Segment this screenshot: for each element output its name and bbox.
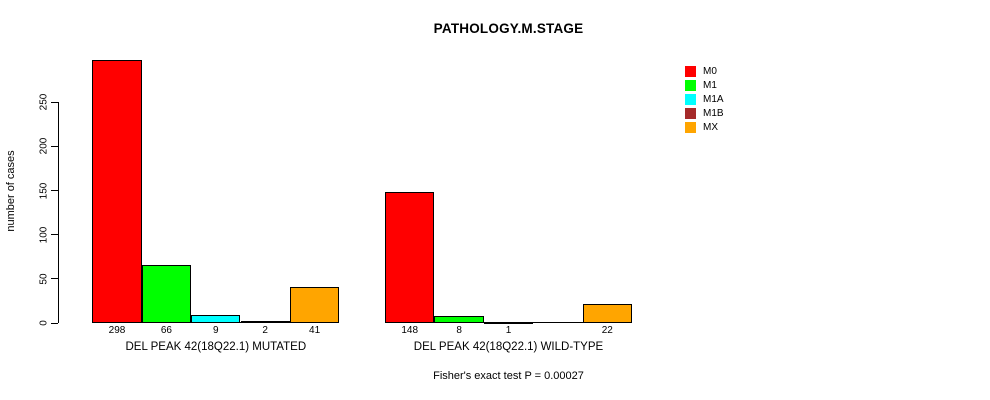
y-axis-line — [58, 102, 59, 323]
legend-swatch-icon — [685, 107, 696, 119]
bar-value-label: 66 — [160, 325, 172, 336]
legend-label: M1B — [703, 107, 724, 119]
bar-value-label: 41 — [309, 325, 321, 336]
legend-item-m1b: M1B — [685, 106, 724, 120]
legend-swatch-icon — [685, 65, 696, 77]
bar-m1a — [191, 315, 241, 323]
y-axis-label: number of cases — [5, 150, 17, 232]
bar-mx — [289, 286, 340, 323]
legend-label: MX — [703, 121, 718, 133]
legend-swatch-icon — [685, 93, 696, 105]
bar-m1 — [434, 315, 484, 323]
bar-m0 — [92, 59, 142, 323]
bar-value-label: 9 — [213, 325, 219, 336]
bar-value-label: 2 — [262, 325, 268, 336]
bar-value-label: 1 — [505, 325, 512, 336]
legend-label: M0 — [703, 65, 717, 77]
y-tick — [51, 190, 58, 192]
bar-value-label: 148 — [401, 325, 419, 336]
bar-value-label: 298 — [108, 325, 126, 336]
y-tick — [51, 278, 58, 280]
chart-title: PATHOLOGY.M.STAGE — [433, 21, 584, 36]
y-tick-label: 200 — [38, 138, 50, 155]
legend-swatch-icon — [685, 121, 696, 133]
y-tick — [51, 101, 58, 103]
legend-label: M1A — [703, 93, 724, 105]
bar-value-label: 22 — [601, 325, 613, 336]
y-tick-label: 150 — [38, 182, 50, 199]
legend-item-m1: M1 — [685, 78, 717, 92]
y-tick — [51, 322, 58, 324]
y-tick-label: 250 — [38, 93, 50, 111]
bar-value-label: 8 — [456, 325, 462, 336]
legend-item-m1a: M1A — [685, 92, 724, 106]
footer-annotation: Fisher's exact test P = 0.00027 — [433, 370, 584, 382]
legend-label: M1 — [703, 79, 717, 91]
bar-m1 — [141, 264, 192, 323]
y-tick-label: 100 — [38, 226, 50, 244]
bar-m1a — [483, 322, 534, 325]
y-tick-label: 0 — [38, 320, 50, 326]
y-tick — [51, 145, 58, 147]
bar-m0 — [385, 192, 435, 323]
y-tick-label: 50 — [38, 273, 50, 285]
x-group-label: DEL PEAK 42(18Q22.1) MUTATED — [125, 341, 307, 353]
bar-mx — [582, 303, 632, 323]
x-group-label: DEL PEAK 42(18Q22.1) WILD-TYPE — [413, 341, 604, 353]
legend-item-mx: MX — [685, 120, 718, 134]
y-tick — [51, 234, 58, 236]
legend-item-m0: M0 — [685, 64, 717, 78]
bar-m1b — [240, 321, 290, 324]
legend-swatch-icon — [685, 79, 696, 91]
